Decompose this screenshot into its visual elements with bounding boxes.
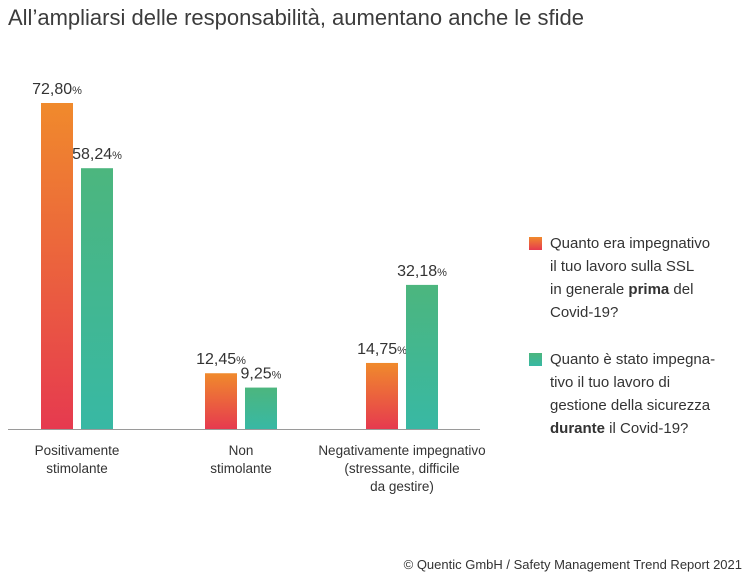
category-label-1: Positivamente stimolante xyxy=(35,443,120,476)
category-labels: Positivamente stimolante Non stimolante Nega… xyxy=(35,443,486,494)
legend: Quanto era impegnativo il tuo lavoro sull… xyxy=(529,235,715,437)
bar-durante-2 xyxy=(245,387,277,429)
bar-prima-3 xyxy=(366,362,398,429)
data-label-durante-2: 9,25% xyxy=(241,366,282,383)
legend-label-prima: Quanto era impegnativo il tuo lavoro sull… xyxy=(550,235,710,321)
data-label-durante-3: 32,18% xyxy=(397,263,447,280)
category-label-2: Non stimolante xyxy=(210,443,272,476)
category-label-3: Negativamente impegnativo (stressante, di… xyxy=(318,443,485,494)
bar-prima-2 xyxy=(205,373,237,429)
data-label-prima-3: 14,75% xyxy=(357,341,407,358)
data-label-durante-1: 58,24% xyxy=(72,146,122,163)
legend-label-durante: Quanto è stato impegna-tivo il tuo lavor… xyxy=(550,351,715,437)
data-label-prima-1: 72,80% xyxy=(32,81,82,98)
legend-swatch-prima xyxy=(529,237,542,250)
bar-durante-1 xyxy=(81,168,113,429)
chart-title: All’ampliarsi delle responsabilità, aume… xyxy=(8,5,584,30)
bar-prima-1 xyxy=(41,103,73,429)
plot-area: 72,80% 12,45% 14,75% 58,24% 9,25% 32,18% xyxy=(8,81,480,430)
copyright-credit: © Quentic GmbH / Safety Management Trend… xyxy=(404,557,742,572)
legend-swatch-durante xyxy=(529,353,542,366)
bar-durante-3 xyxy=(406,284,438,429)
data-label-prima-2: 12,45% xyxy=(196,351,246,368)
